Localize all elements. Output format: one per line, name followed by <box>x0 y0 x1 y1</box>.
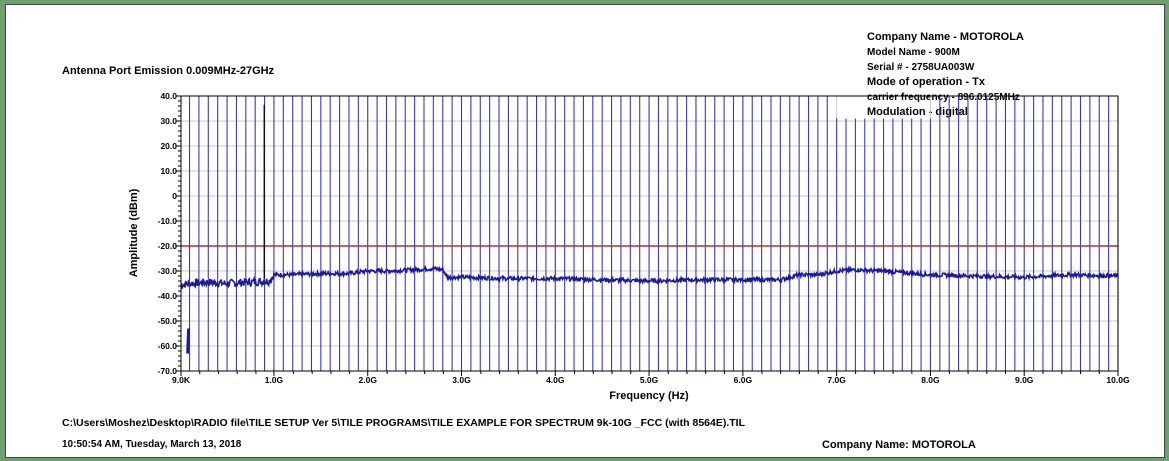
x-tick-label: 10.0G <box>1106 375 1130 385</box>
x-tick-label: 7.0G <box>827 375 846 385</box>
y-axis-label: Amplitude (dBm) <box>128 188 140 277</box>
x-axis-label: Frequency (Hz) <box>609 390 689 402</box>
y-tick-label: -60.0 <box>158 341 178 351</box>
y-tick-label: 0 <box>172 191 177 201</box>
low-segment <box>186 328 191 354</box>
x-axis-ticks: 9.0K 1.0G 2.0G 3.0G 4.0G 5.0G 6.0G 7.0G 8.0G 9.0G… <box>172 371 1130 385</box>
y-tick-label: 10.0 <box>160 166 177 176</box>
info-carrier: carrier frequency - 896.0125MHz <box>867 92 1020 103</box>
x-tick-label: 4.0G <box>546 375 565 385</box>
trace-group <box>180 104 1119 354</box>
y-axis-ticks: 40.0 30.0 20.0 10.0 0 -10.0 -20.0 -30.0 -40.0 -50… <box>158 91 181 376</box>
info-company: Company Name - MOTOROLA <box>867 31 1024 43</box>
y-tick-label: -20.0 <box>158 241 178 251</box>
y-tick-label: -50.0 <box>158 316 178 326</box>
info-serial: Serial # - 2758UA003W <box>867 62 975 73</box>
x-tick-label: 2.0G <box>359 375 378 385</box>
y-tick-label: 30.0 <box>160 116 177 126</box>
x-tick-label: 9.0K <box>172 375 191 385</box>
x-tick-label: 8.0G <box>921 375 940 385</box>
file-path: C:\Users\Moshez\Desktop\RADIO file\TILE … <box>62 417 746 429</box>
x-tick-label: 6.0G <box>734 375 753 385</box>
y-tick-label: 20.0 <box>160 141 177 151</box>
y-tick-label: -70.0 <box>158 366 178 376</box>
x-tick-label: 5.0G <box>640 375 659 385</box>
spectrum-chart: 9.0K 1.0G 2.0G 3.0G 4.0G 5.0G 6.0G 7.0G 8.0G 9.0G… <box>128 91 1130 402</box>
info-block: Company Name - MOTOROLA Model Name - 900… <box>867 30 1024 120</box>
info-modulation: Modulation - digital <box>867 106 968 118</box>
x-tick-label: 1.0G <box>265 375 284 385</box>
info-mode: Mode of operation - Tx <box>867 76 985 88</box>
y-tick-label: -10.0 <box>158 216 178 226</box>
y-tick-label: -40.0 <box>158 291 178 301</box>
chart-window: Antenna Port Emission 0.009MHz-27GHz Com… <box>5 4 1165 458</box>
y-tick-label: 40.0 <box>160 91 177 101</box>
timestamp: 10:50:54 AM, Tuesday, March 13, 2018 <box>62 439 242 450</box>
x-tick-label: 3.0G <box>452 375 471 385</box>
chart-title: Antenna Port Emission 0.009MHz-27GHz <box>62 65 275 77</box>
trace-line <box>180 264 1119 290</box>
info-model: Model Name - 900M <box>867 47 960 58</box>
marker-lines <box>188 96 1119 371</box>
footer-company: Company Name: MOTOROLA <box>822 439 976 451</box>
x-tick-label: 9.0G <box>1015 375 1034 385</box>
y-tick-label: -30.0 <box>158 266 178 276</box>
